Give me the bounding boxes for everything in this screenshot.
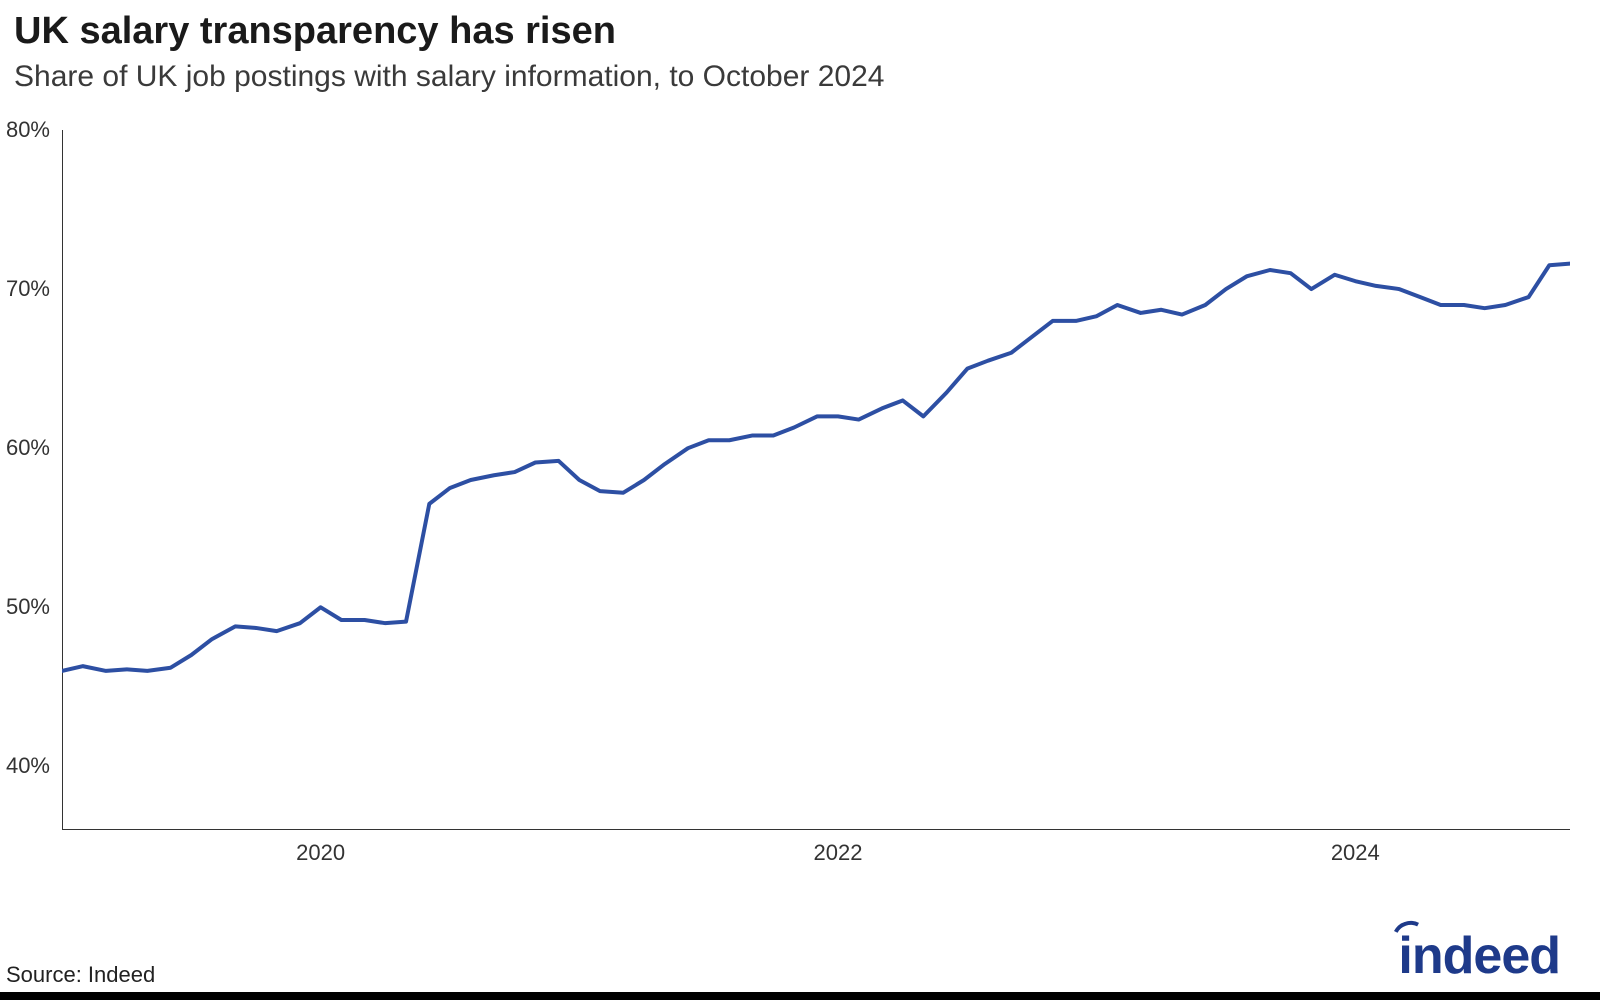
chart-subtitle: Share of UK job postings with salary inf… bbox=[14, 60, 884, 94]
y-tick-label: 80% bbox=[0, 117, 50, 143]
x-tick-label: 2020 bbox=[261, 840, 381, 866]
indeed-logo: indeed bbox=[1398, 926, 1560, 986]
line-chart-svg bbox=[62, 130, 1570, 830]
bottom-black-bar bbox=[0, 992, 1600, 1000]
y-tick-label: 70% bbox=[0, 276, 50, 302]
y-tick-label: 60% bbox=[0, 435, 50, 461]
chart-title: UK salary transparency has risen bbox=[14, 10, 616, 53]
source-label: Source: Indeed bbox=[6, 962, 155, 988]
y-tick-label: 50% bbox=[0, 594, 50, 620]
y-tick-label: 40% bbox=[0, 753, 50, 779]
chart-container: UK salary transparency has risen Share o… bbox=[0, 0, 1600, 1000]
x-tick-label: 2024 bbox=[1295, 840, 1415, 866]
x-tick-label: 2022 bbox=[778, 840, 898, 866]
